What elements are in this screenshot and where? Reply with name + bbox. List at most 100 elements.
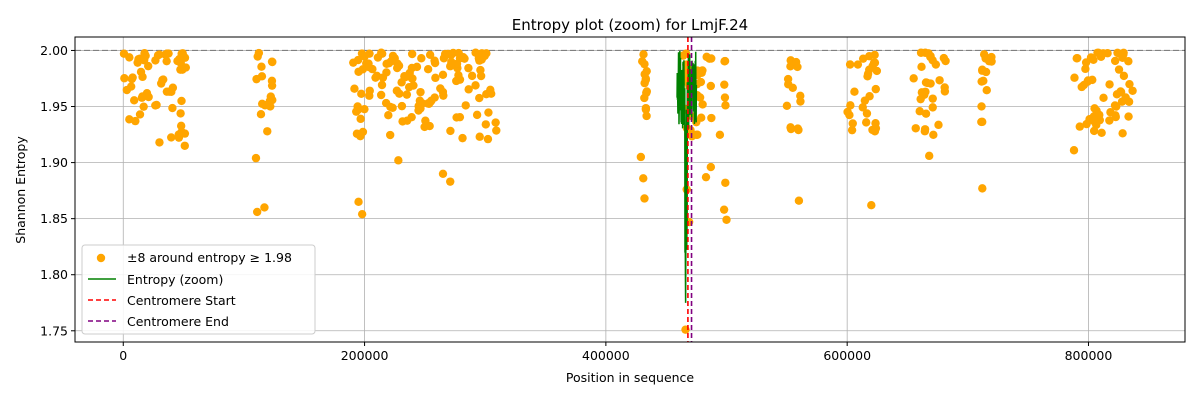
scatter-point: [404, 82, 414, 92]
scatter-point: [1114, 65, 1124, 74]
scatter-point: [446, 126, 455, 136]
scatter-point: [251, 153, 261, 163]
scatter-point: [1105, 116, 1114, 125]
scatter-point: [159, 75, 168, 84]
scatter-point: [425, 50, 435, 60]
y-tick-label: 2.00: [40, 43, 68, 58]
scatter-point: [722, 215, 731, 224]
scatter-point: [1105, 80, 1114, 89]
scatter-point: [398, 117, 407, 126]
scatter-point: [923, 78, 932, 88]
legend-marker-scatter: [96, 253, 106, 263]
scatter-point: [698, 100, 707, 109]
scatter-point: [471, 81, 480, 90]
scatter-point: [978, 65, 987, 74]
scatter-point: [720, 80, 729, 89]
y-tick-label: 1.95: [40, 99, 68, 114]
scatter-point: [484, 108, 493, 117]
scatter-point: [180, 141, 189, 150]
scatter-point: [385, 130, 395, 140]
scatter-point: [1081, 64, 1090, 74]
scatter-point: [1097, 128, 1106, 138]
scatter-point: [175, 54, 184, 64]
scatter-point: [1083, 77, 1092, 86]
scatter-point: [133, 58, 142, 67]
scatter-point: [407, 49, 417, 59]
scatter-point: [388, 103, 397, 113]
plot-frame: [74, 36, 1186, 343]
scatter-point: [151, 101, 160, 110]
scatter-point: [706, 81, 716, 91]
scatter-point: [127, 74, 137, 84]
scatter-point: [641, 105, 651, 114]
scatter-point: [640, 93, 649, 103]
scatter-point: [482, 49, 491, 58]
scatter-point: [982, 86, 991, 95]
scatter-point: [136, 67, 146, 77]
scatter-point: [357, 209, 367, 219]
scatter-point: [491, 118, 500, 127]
scatter-point: [267, 81, 277, 90]
scatter-point: [707, 113, 716, 123]
scatter-point: [353, 55, 363, 65]
scatter-point: [1094, 48, 1103, 58]
scatter-point: [492, 126, 501, 135]
scatter-point: [916, 94, 925, 104]
scatter-point: [427, 96, 436, 105]
scatter-point: [252, 74, 261, 84]
scatter-point: [698, 66, 707, 75]
scatter-point: [162, 49, 172, 58]
scatter-point: [144, 61, 153, 71]
scatter-point: [461, 101, 470, 110]
scatter-point: [472, 110, 482, 120]
scatter-point: [474, 54, 484, 63]
scatter-point: [1095, 110, 1104, 120]
scatter-point: [420, 122, 429, 132]
scatter-point: [1069, 146, 1079, 155]
scatter-point: [460, 54, 469, 63]
y-tick-label: 1.80: [40, 267, 68, 282]
scatter-point: [911, 124, 920, 133]
scatter-point: [357, 89, 366, 99]
scatter-point: [715, 130, 725, 140]
scatter-point: [177, 96, 186, 106]
scatter-point: [464, 63, 473, 73]
entropy-line-path: [676, 50, 698, 303]
scatter-point: [1125, 79, 1134, 89]
scatter-point: [155, 138, 164, 147]
y-axis-label: Shannon Entropy: [13, 136, 28, 244]
scatter-point: [431, 73, 440, 83]
legend-label-entropy: Entropy (zoom): [127, 272, 223, 287]
scatter-point: [934, 120, 943, 130]
scatter-point: [357, 49, 367, 58]
scatter-point: [356, 114, 365, 124]
scatter-point: [423, 65, 433, 74]
y-tick-label: 1.75: [40, 323, 68, 338]
scatter-point: [416, 87, 425, 97]
scatter-point: [483, 134, 493, 144]
scatter-point: [707, 54, 716, 63]
scatter-point: [915, 107, 924, 116]
y-axis-ticks: 1.75 1.80 1.85 1.90 1.95 2.00: [40, 43, 75, 338]
x-axis-ticks: 0 200000 400000 600000 800000: [119, 342, 1112, 363]
scatter-point: [135, 110, 145, 119]
scatter-point: [872, 66, 882, 76]
scatter-point: [407, 112, 416, 122]
scatter-point: [721, 101, 730, 110]
scatter-point: [1119, 71, 1129, 81]
legend-label-centromere-end: Centromere End: [127, 314, 229, 329]
scatter-point: [636, 152, 646, 162]
scatter-point: [394, 156, 403, 165]
scatter-point: [353, 105, 362, 115]
scatter-point: [1113, 48, 1122, 58]
legend: ±8 around entropy ≥ 1.98 Entropy (zoom) …: [81, 244, 316, 335]
scatter-point: [167, 133, 176, 142]
scatter-point: [719, 205, 729, 214]
scatter-point: [977, 102, 986, 111]
scatter-point: [1118, 129, 1127, 138]
scatter-point: [458, 133, 467, 143]
scatter-point: [1110, 101, 1120, 110]
x-tick-label: 0: [119, 348, 127, 363]
scatter-point: [850, 87, 859, 96]
scatter-point: [720, 57, 729, 66]
